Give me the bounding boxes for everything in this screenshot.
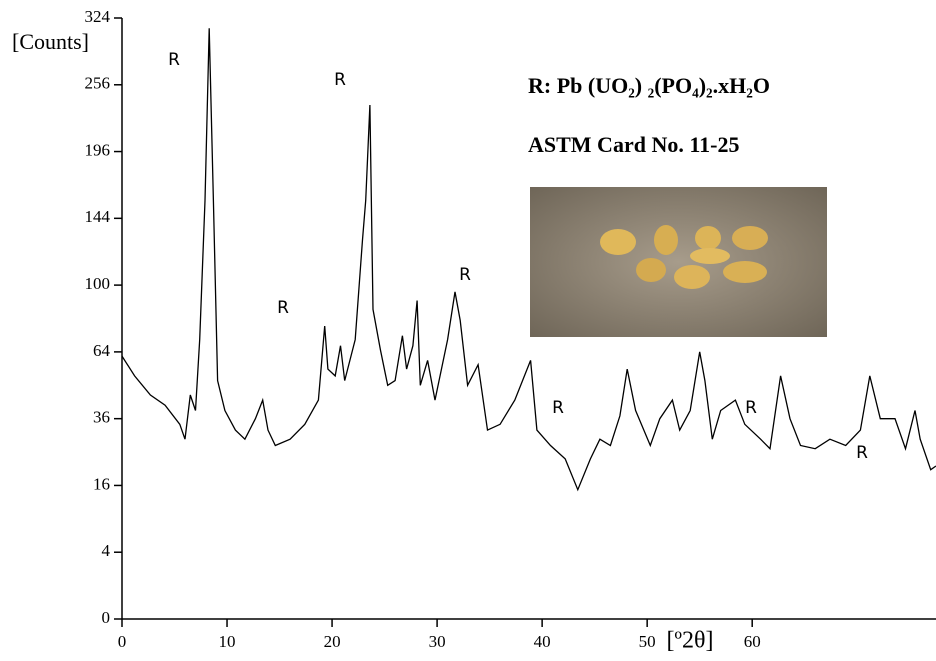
- peak-label: R: [459, 265, 471, 285]
- peak-label: R: [745, 398, 757, 418]
- x-axis-label: [º2θ]: [667, 628, 714, 654]
- y-tick-label: 36: [93, 408, 110, 427]
- y-tick-label: 16: [93, 474, 110, 493]
- y-tick-label: 100: [85, 274, 111, 293]
- x-tick-label: 20: [324, 632, 341, 651]
- sample-photo: [530, 187, 827, 337]
- y-tick-label: 0: [102, 608, 111, 627]
- chart: [Counts] [º2θ] R: Pb (UO₂) ₂(PO₄)₂.xH₂O …: [0, 0, 936, 661]
- peak-label: R: [277, 298, 289, 318]
- peak-label: R: [168, 50, 180, 70]
- x-tick-label: 60: [744, 632, 761, 651]
- y-tick-label: 324: [85, 7, 111, 26]
- y-tick-label: 256: [85, 74, 111, 93]
- peak-label: R: [334, 70, 346, 90]
- x-tick-label: 40: [534, 632, 551, 651]
- y-axis-label: [Counts]: [12, 29, 89, 54]
- y-tick-label: 196: [85, 140, 111, 159]
- y-tick-label: 64: [93, 341, 111, 360]
- x-tick-label: 50: [639, 632, 656, 651]
- x-tick-label: 10: [219, 632, 236, 651]
- y-tick-label: 144: [85, 207, 111, 226]
- x-tick-label: 0: [118, 632, 127, 651]
- y-tick-label: 4: [102, 541, 111, 560]
- legend-card: ASTM Card No. 11-25: [528, 132, 739, 157]
- x-tick-label: 30: [429, 632, 446, 651]
- peak-label: R: [856, 443, 868, 463]
- peak-label: R: [552, 398, 564, 418]
- legend-formula: R: Pb (UO₂) ₂(PO₄)₂.xH₂O: [528, 73, 770, 98]
